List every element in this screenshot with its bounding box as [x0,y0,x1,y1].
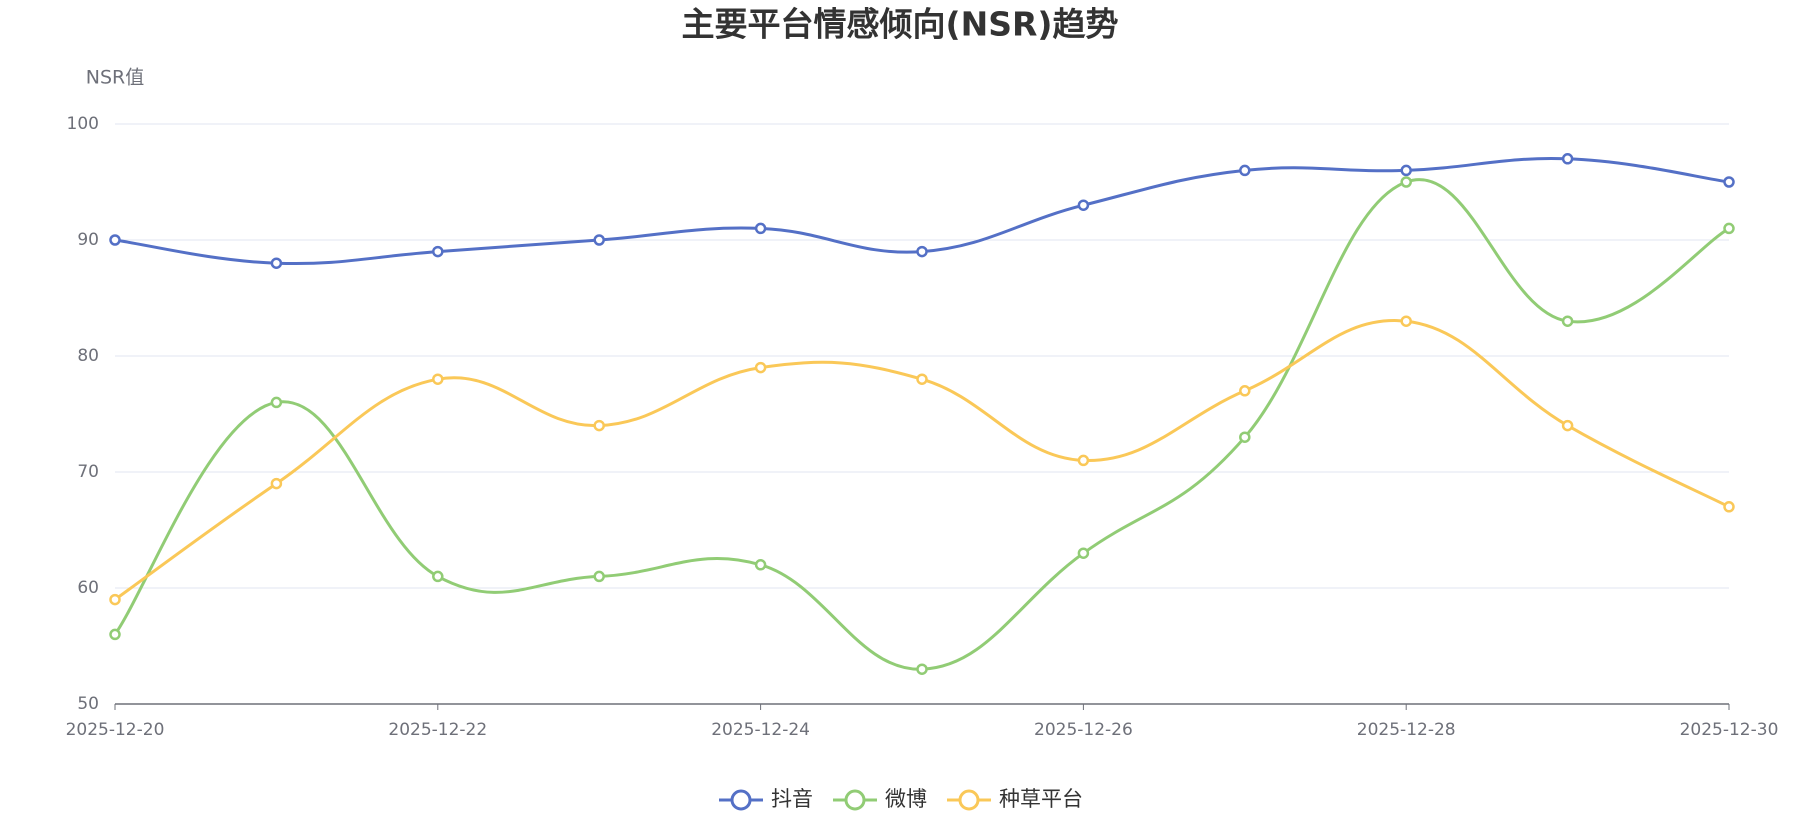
x-tick-label: 2025-12-22 [388,720,487,740]
point [916,373,928,385]
point [593,419,605,432]
point [1400,176,1412,188]
point [109,234,121,246]
point [270,477,283,490]
point [1239,164,1251,177]
point [1561,153,1574,165]
point [432,373,444,385]
point [1723,222,1735,235]
point [593,234,605,246]
point [754,361,767,374]
point [1561,315,1574,327]
y-tick-label: 50 [77,694,99,714]
point [1077,199,1090,211]
legend-marker [958,789,980,811]
legend-label: 抖音 [771,787,813,811]
point [1077,454,1090,467]
point [754,559,767,571]
point [270,257,283,269]
y-tick-label: 70 [77,462,99,482]
point [1239,431,1251,443]
legend-marker [844,789,866,811]
y-tick-label: 80 [77,346,99,366]
legend: 抖音 微博 种草平台 [719,787,1083,811]
legend-marker [730,789,752,811]
point [916,663,928,675]
legend-item[interactable]: 种草平台 [947,787,1083,811]
point [1561,419,1574,432]
point [1723,176,1735,188]
point [270,396,283,409]
point [754,222,767,235]
y-axis-label: NSR值 [86,67,144,89]
point [593,570,605,583]
x-tick-label: 2025-12-28 [1357,720,1456,740]
legend-item[interactable]: 抖音 [719,787,813,811]
point [432,570,444,583]
y-tick-label: 60 [77,578,99,598]
point [432,245,444,258]
point [916,245,928,258]
legend-label: 微博 [885,787,927,811]
point [109,628,121,641]
point [1077,547,1090,559]
y-tick-label: 100 [67,114,99,134]
series-line [114,319,1730,601]
legend-item[interactable]: 微博 [833,787,927,811]
point [1400,315,1412,327]
point [1239,385,1251,397]
point [1400,164,1412,177]
chart-title: 主要平台情感倾向(NSR)趋势 [682,5,1119,44]
point [109,593,121,606]
x-tick-label: 2025-12-26 [1034,720,1133,740]
point [1723,501,1735,513]
legend-label: 种草平台 [999,787,1083,811]
x-tick-label: 2025-12-20 [66,720,165,740]
x-tick-label: 2025-12-24 [711,720,810,740]
y-tick-label: 90 [77,230,99,250]
x-tick-label: 2025-12-30 [1680,720,1779,740]
